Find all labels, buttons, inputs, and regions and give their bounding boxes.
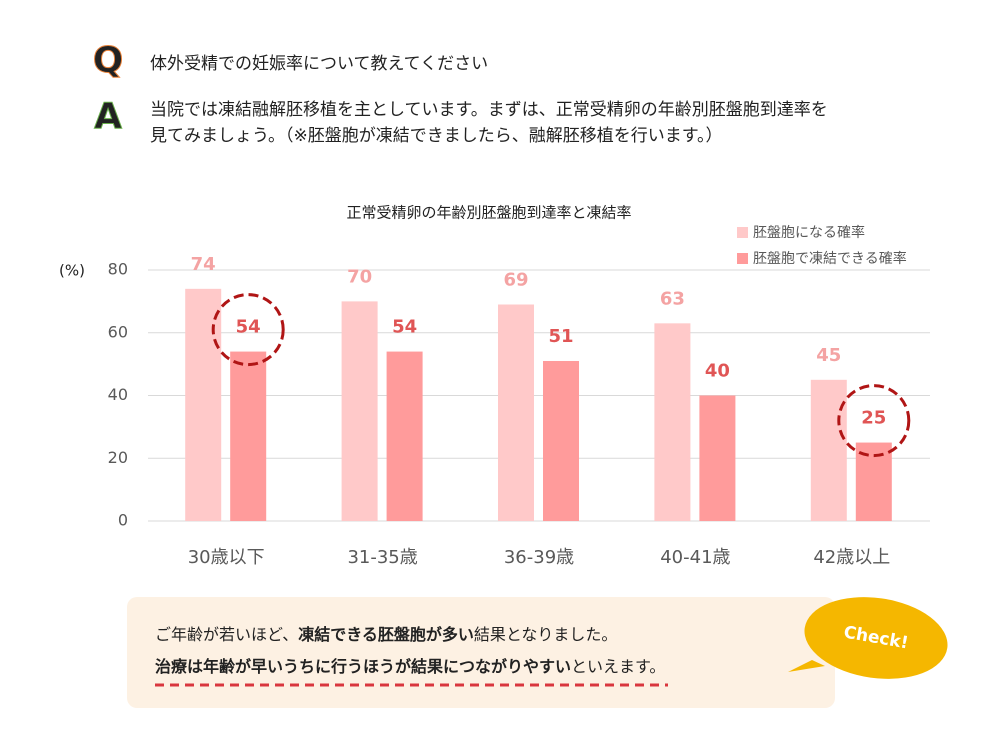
y-axis-label: (%)	[59, 262, 85, 280]
a-icon: A	[94, 96, 122, 137]
legend-swatch	[737, 253, 748, 264]
y-tick-label: 0	[118, 511, 128, 530]
note-line: ご年齢が若いほど、凍結できる胚盤胞が多い結果となりました。	[155, 625, 617, 644]
legend-label: 胚盤胞になる確率	[753, 224, 865, 241]
question: 体外受精での妊娠率について教えてください	[150, 54, 488, 74]
x-tick-label: 30歳以下	[188, 547, 265, 568]
data-label: 54	[236, 317, 261, 338]
data-label: 51	[548, 326, 573, 347]
legend-swatch	[737, 227, 748, 238]
data-label: 63	[660, 288, 685, 309]
bar	[543, 360, 579, 521]
bar	[230, 351, 267, 521]
note-line: 治療は年齢が早いうちに行うほうが結果につながりやすいといえます。	[155, 657, 665, 676]
data-label: 40	[705, 361, 730, 382]
bar	[185, 288, 222, 521]
highlight-circle	[211, 293, 285, 367]
chart-title: 正常受精卵の年齢別胚盤胞到達率と凍結率	[346, 204, 631, 222]
data-label: 74	[191, 254, 216, 275]
highlight-circle	[837, 384, 911, 458]
answer-line: 見てみましょう。（※胚盤胞が凍結できましたら、融解胚移植を行います。）	[150, 126, 723, 146]
data-label: 69	[503, 270, 528, 291]
q-icon: Q	[93, 40, 124, 81]
y-tick-label: 60	[108, 322, 128, 341]
note-text: ご年齢が若いほど、	[155, 625, 298, 644]
y-tick-label: 20	[108, 448, 128, 467]
legend-label: 胚盤胞で凍結できる確率	[753, 250, 907, 267]
bar	[699, 395, 736, 521]
bar	[341, 301, 378, 521]
data-label: 54	[392, 317, 417, 338]
bar	[498, 304, 534, 521]
bar	[386, 351, 423, 521]
chart: 0 20 40 60 80 30歳以下 74 54 31-35歳 70 54 36-39歳 69 51 40…	[108, 224, 930, 568]
x-tick-label: 31-35歳	[347, 547, 417, 568]
bubble-tail	[788, 660, 825, 672]
x-tick-label: 40-41歳	[660, 547, 730, 568]
data-label: 45	[816, 345, 841, 366]
note-box	[127, 597, 835, 708]
bar	[654, 323, 691, 521]
data-label: 25	[861, 408, 886, 429]
y-tick-label: 80	[108, 260, 128, 279]
note-emphasis: 治療は年齢が早いうちに行うほうが結果につながりやすい	[155, 657, 571, 676]
bar	[810, 379, 847, 521]
x-tick-label: 42歳以上	[813, 547, 890, 568]
note-text: といえます。	[571, 657, 665, 676]
answer-line: 当院では凍結融解胚移植を主としています。まずは、正常受精卵の年齢別胚盤胞到達率を	[150, 100, 828, 120]
bubble	[804, 597, 948, 679]
note-text: 結果となりました。	[474, 625, 618, 644]
y-tick-label: 40	[108, 385, 128, 404]
data-label: 70	[347, 266, 372, 287]
note-emphasis: 凍結できる胚盤胞が多い	[298, 625, 474, 644]
x-tick-label: 36-39歳	[504, 547, 574, 568]
